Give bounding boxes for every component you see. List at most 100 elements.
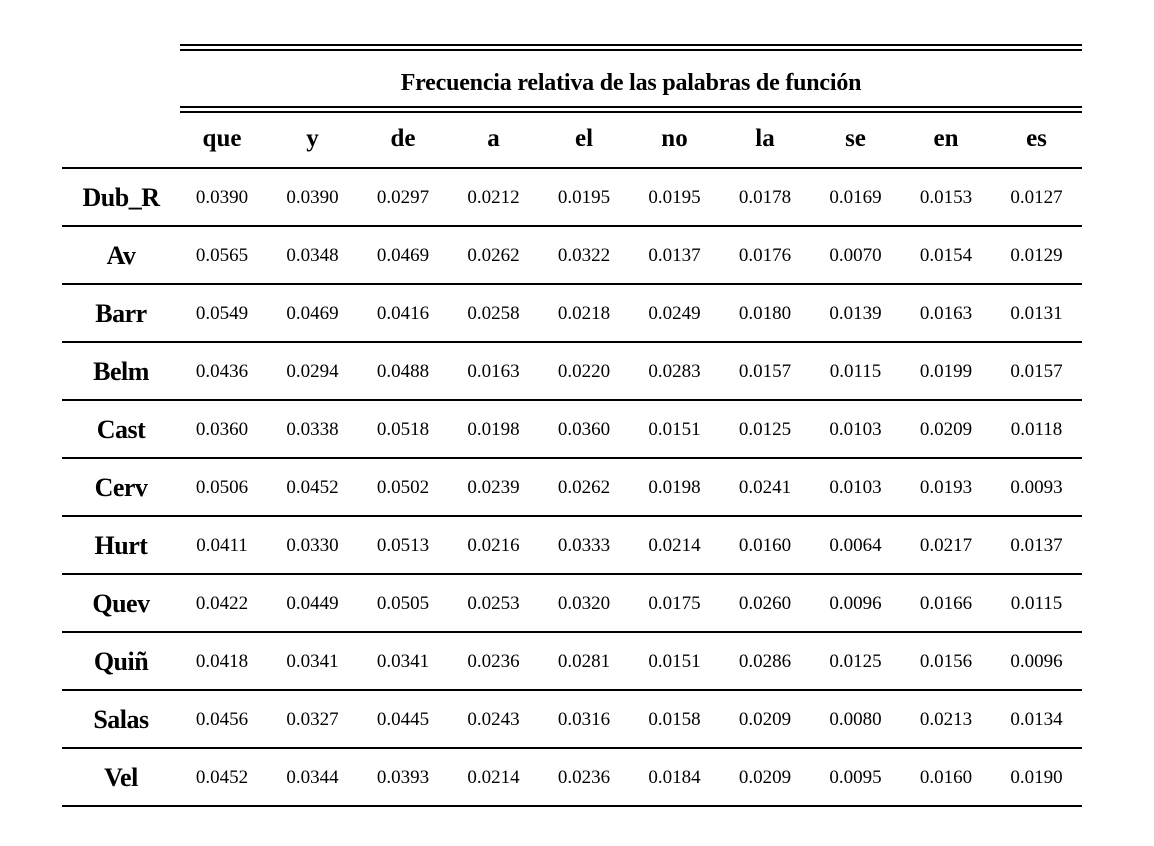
table-cell: 0.0338 bbox=[286, 418, 339, 440]
table-cell: 0.0253 bbox=[467, 592, 520, 614]
table-cell: 0.0209 bbox=[738, 708, 792, 730]
table-cell: 0.0103 bbox=[829, 476, 882, 498]
table-cell: 0.0198 bbox=[467, 418, 520, 440]
table-cell: 0.0360 bbox=[557, 418, 611, 440]
table-cell: 0.0393 bbox=[376, 766, 430, 788]
table-cell: 0.0151 bbox=[648, 418, 701, 440]
table-cell: 0.0125 bbox=[829, 650, 882, 672]
table-cell: 0.0157 bbox=[738, 360, 792, 382]
table-cell: 0.0239 bbox=[467, 476, 520, 498]
table-cell: 0.0199 bbox=[919, 360, 973, 382]
table-cell: 0.0118 bbox=[1010, 418, 1063, 440]
top-rule-inner bbox=[180, 49, 1082, 51]
table-cell: 0.0262 bbox=[467, 244, 520, 266]
column-header: es bbox=[1026, 125, 1047, 152]
column-header: y bbox=[306, 125, 319, 152]
table-cell: 0.0070 bbox=[829, 244, 882, 266]
table-row: Barr 0.0549 0.0469 0.0416 0.0258 0.0218 0.0249… bbox=[62, 285, 1082, 343]
table-cell: 0.0322 bbox=[557, 244, 611, 266]
table-cell: 0.0214 bbox=[467, 766, 520, 788]
row-label: Salas bbox=[93, 704, 149, 734]
table-cell: 0.0125 bbox=[738, 418, 792, 440]
table-cell: 0.0158 bbox=[648, 708, 701, 730]
header-rule bbox=[62, 167, 1082, 169]
table-cell: 0.0151 bbox=[648, 650, 701, 672]
table-cell: 0.0469 bbox=[286, 302, 339, 324]
column-header: no bbox=[661, 125, 688, 152]
column-header: en bbox=[933, 125, 959, 152]
table-cell: 0.0505 bbox=[376, 592, 430, 614]
table-cell: 0.0333 bbox=[557, 534, 611, 556]
column-header: se bbox=[845, 125, 866, 152]
row-divider bbox=[62, 515, 1082, 517]
table-cell: 0.0416 bbox=[376, 302, 430, 324]
row-divider bbox=[62, 457, 1082, 459]
table-cell: 0.0445 bbox=[376, 708, 430, 730]
column-header: de bbox=[390, 125, 416, 152]
table-row: Belm 0.0436 0.0294 0.0488 0.0163 0.0220 0.0283… bbox=[62, 343, 1082, 401]
table-cell: 0.0488 bbox=[376, 360, 430, 382]
table-cell: 0.0115 bbox=[1010, 592, 1063, 614]
row-label: Vel bbox=[104, 762, 138, 792]
table-cell: 0.0096 bbox=[829, 592, 882, 614]
row-divider bbox=[62, 631, 1082, 633]
table-cell: 0.0518 bbox=[376, 418, 430, 440]
table-cell: 0.0115 bbox=[829, 360, 882, 382]
table-cell: 0.0175 bbox=[648, 592, 701, 614]
table-cell: 0.0262 bbox=[557, 476, 611, 498]
table-cell: 0.0217 bbox=[919, 534, 973, 556]
table-cell: 0.0080 bbox=[829, 708, 882, 730]
row-divider bbox=[62, 689, 1082, 691]
table-cell: 0.0449 bbox=[286, 592, 339, 614]
table-cell: 0.0153 bbox=[919, 186, 973, 208]
table-cell: 0.0513 bbox=[376, 534, 430, 556]
table-cell: 0.0436 bbox=[195, 360, 249, 382]
table-cell: 0.0166 bbox=[919, 592, 973, 614]
table-cell: 0.0348 bbox=[286, 244, 339, 266]
table-cell: 0.0184 bbox=[648, 766, 701, 788]
table-cell: 0.0330 bbox=[286, 534, 339, 556]
table-cell: 0.0452 bbox=[195, 766, 249, 788]
table-cell: 0.0213 bbox=[919, 708, 973, 730]
row-label: Cast bbox=[96, 414, 146, 444]
table-cell: 0.0502 bbox=[376, 476, 430, 498]
row-label: Hurt bbox=[94, 530, 148, 560]
table-cell: 0.0190 bbox=[1010, 766, 1063, 788]
table-cell: 0.0218 bbox=[557, 302, 611, 324]
column-header: que bbox=[202, 125, 242, 152]
table-cell: 0.0212 bbox=[467, 186, 520, 208]
table-cell: 0.0163 bbox=[467, 360, 520, 382]
table-cell: 0.0198 bbox=[648, 476, 701, 498]
table-cell: 0.0344 bbox=[286, 766, 339, 788]
table-row: Vel 0.0452 0.0344 0.0393 0.0214 0.0236 0.0184 0… bbox=[62, 749, 1082, 807]
top-rule bbox=[180, 44, 1082, 46]
row-label: Quiñ bbox=[93, 646, 149, 676]
table-cell: 0.0160 bbox=[738, 534, 792, 556]
column-header: a bbox=[487, 125, 500, 152]
table-cell: 0.0129 bbox=[1010, 244, 1063, 266]
row-divider bbox=[62, 747, 1082, 749]
row-divider bbox=[62, 283, 1082, 285]
table-cell: 0.0131 bbox=[1010, 302, 1063, 324]
table-cell: 0.0249 bbox=[648, 302, 701, 324]
table-cell: 0.0241 bbox=[738, 476, 792, 498]
column-header: la bbox=[755, 125, 775, 152]
table-cell: 0.0341 bbox=[286, 650, 339, 672]
table-cell: 0.0294 bbox=[286, 360, 339, 382]
table-cell: 0.0209 bbox=[738, 766, 792, 788]
table-cell: 0.0214 bbox=[648, 534, 701, 556]
row-label: Dub_R bbox=[82, 182, 160, 212]
table-cell: 0.0243 bbox=[467, 708, 520, 730]
table-cell: 0.0549 bbox=[195, 302, 249, 324]
table-cell: 0.0236 bbox=[557, 766, 611, 788]
table-cell: 0.0095 bbox=[829, 766, 882, 788]
table-cell: 0.0469 bbox=[376, 244, 430, 266]
table-cell: 0.0327 bbox=[286, 708, 339, 730]
table-cell: 0.0216 bbox=[467, 534, 520, 556]
column-header: el bbox=[574, 125, 594, 152]
table-cell: 0.0281 bbox=[557, 650, 611, 672]
table-cell: 0.0180 bbox=[738, 302, 792, 324]
table-cell: 0.0422 bbox=[195, 592, 249, 614]
table-cell: 0.0176 bbox=[738, 244, 792, 266]
table-cell: 0.0096 bbox=[1010, 650, 1063, 672]
